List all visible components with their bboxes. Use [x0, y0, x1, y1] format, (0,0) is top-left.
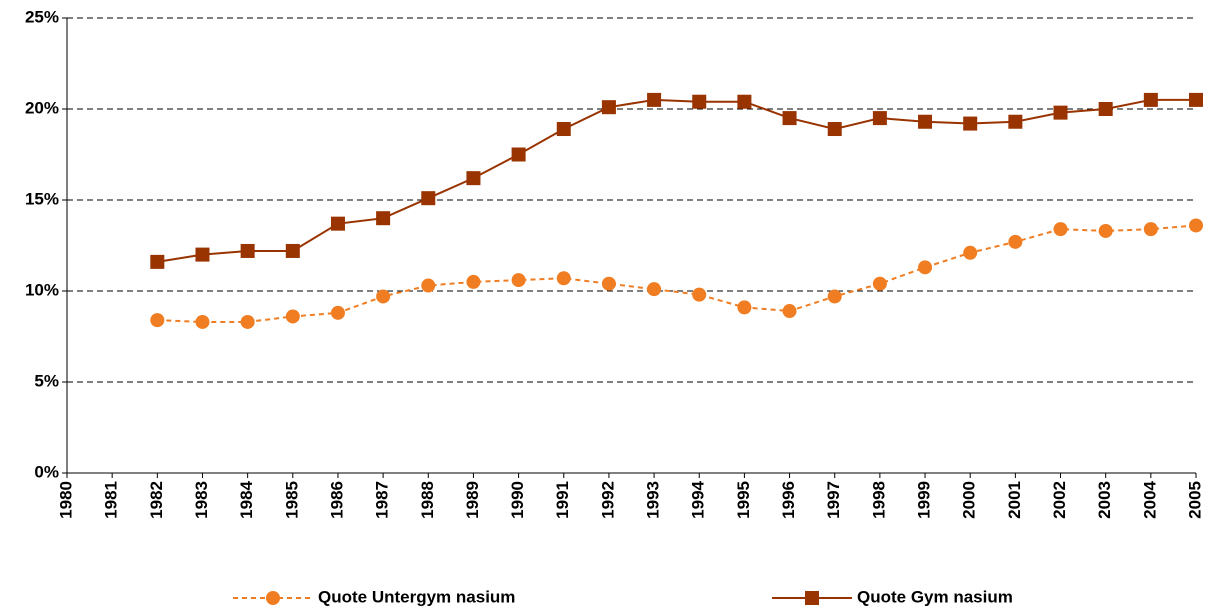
x-tick-label: 1986 — [327, 481, 346, 519]
x-tick-label: 1982 — [147, 481, 166, 519]
x-tick-label: 1988 — [418, 481, 437, 519]
marker — [1189, 92, 1203, 107]
marker — [285, 243, 300, 258]
marker — [1053, 222, 1068, 237]
marker — [737, 300, 752, 315]
legend-marker — [266, 591, 280, 605]
marker — [782, 304, 797, 319]
x-tick-label: 2001 — [1005, 481, 1024, 519]
x-tick-label: 1996 — [779, 481, 798, 519]
x-tick-label: 1998 — [869, 481, 888, 519]
x-tick-label: 1981 — [102, 481, 121, 519]
legend-label: Quote Gym nasium — [857, 587, 1013, 606]
marker — [466, 171, 481, 186]
marker — [511, 273, 526, 288]
marker — [195, 247, 210, 262]
x-tick-label: 1997 — [824, 481, 843, 519]
marker — [1098, 223, 1113, 238]
marker — [1098, 102, 1113, 116]
marker — [918, 114, 933, 129]
series-line — [157, 224, 1197, 323]
marker — [1143, 222, 1158, 237]
x-tick-label: 2002 — [1050, 481, 1069, 519]
marker — [466, 274, 481, 289]
x-tick-label: 1985 — [282, 481, 301, 519]
y-tick-label: 15% — [25, 189, 59, 208]
marker — [872, 111, 887, 126]
x-tick-label: 1990 — [508, 481, 527, 519]
marker — [330, 216, 345, 231]
marker — [240, 314, 255, 329]
x-tick-label: 1995 — [734, 481, 753, 519]
marker — [872, 276, 887, 291]
marker — [556, 122, 571, 137]
series-line — [157, 98, 1196, 263]
marker — [195, 314, 210, 329]
marker — [737, 94, 752, 109]
marker — [285, 309, 300, 324]
x-tick-label: 2005 — [1185, 481, 1204, 519]
y-tick-label: 5% — [34, 371, 59, 390]
x-tick-label: 1989 — [463, 481, 482, 519]
marker — [1143, 92, 1158, 107]
x-tick-label: 1987 — [373, 481, 392, 519]
y-tick-label: 0% — [34, 462, 59, 481]
y-tick-label: 20% — [25, 98, 59, 117]
x-tick-label: 1980 — [56, 481, 75, 519]
x-tick-label: 2003 — [1095, 481, 1114, 519]
marker — [963, 116, 978, 131]
x-tick-label: 1994 — [689, 480, 708, 518]
marker — [421, 278, 436, 293]
marker — [647, 92, 662, 107]
y-tick-label: 10% — [25, 280, 59, 299]
marker — [1008, 114, 1023, 129]
marker — [150, 254, 165, 269]
marker — [240, 243, 255, 258]
x-tick-label: 1999 — [915, 481, 934, 519]
x-tick-label: 2000 — [960, 481, 979, 519]
x-tick-label: 1993 — [644, 481, 663, 519]
marker — [827, 289, 842, 304]
marker — [601, 276, 616, 291]
marker — [918, 260, 933, 275]
marker — [827, 122, 842, 137]
y-tick-label: 25% — [25, 7, 59, 26]
marker — [150, 313, 165, 328]
x-tick-label: 2004 — [1140, 480, 1159, 518]
marker — [782, 111, 797, 126]
x-tick-label: 1983 — [192, 481, 211, 519]
legend-label: Quote Untergym nasium — [318, 587, 515, 606]
marker — [556, 271, 571, 286]
marker — [1008, 234, 1023, 249]
marker — [376, 211, 391, 226]
marker — [376, 289, 391, 304]
marker — [692, 287, 707, 302]
marker — [330, 305, 345, 320]
marker — [421, 191, 436, 206]
marker — [1053, 105, 1068, 120]
marker — [963, 245, 978, 260]
marker — [511, 147, 526, 162]
marker — [692, 94, 707, 109]
x-tick-label: 1992 — [598, 481, 617, 519]
marker — [601, 100, 616, 115]
legend-marker — [805, 591, 819, 605]
x-tick-label: 1991 — [553, 481, 572, 519]
marker — [1189, 218, 1203, 233]
marker — [647, 282, 662, 297]
x-tick-label: 1984 — [237, 480, 256, 518]
